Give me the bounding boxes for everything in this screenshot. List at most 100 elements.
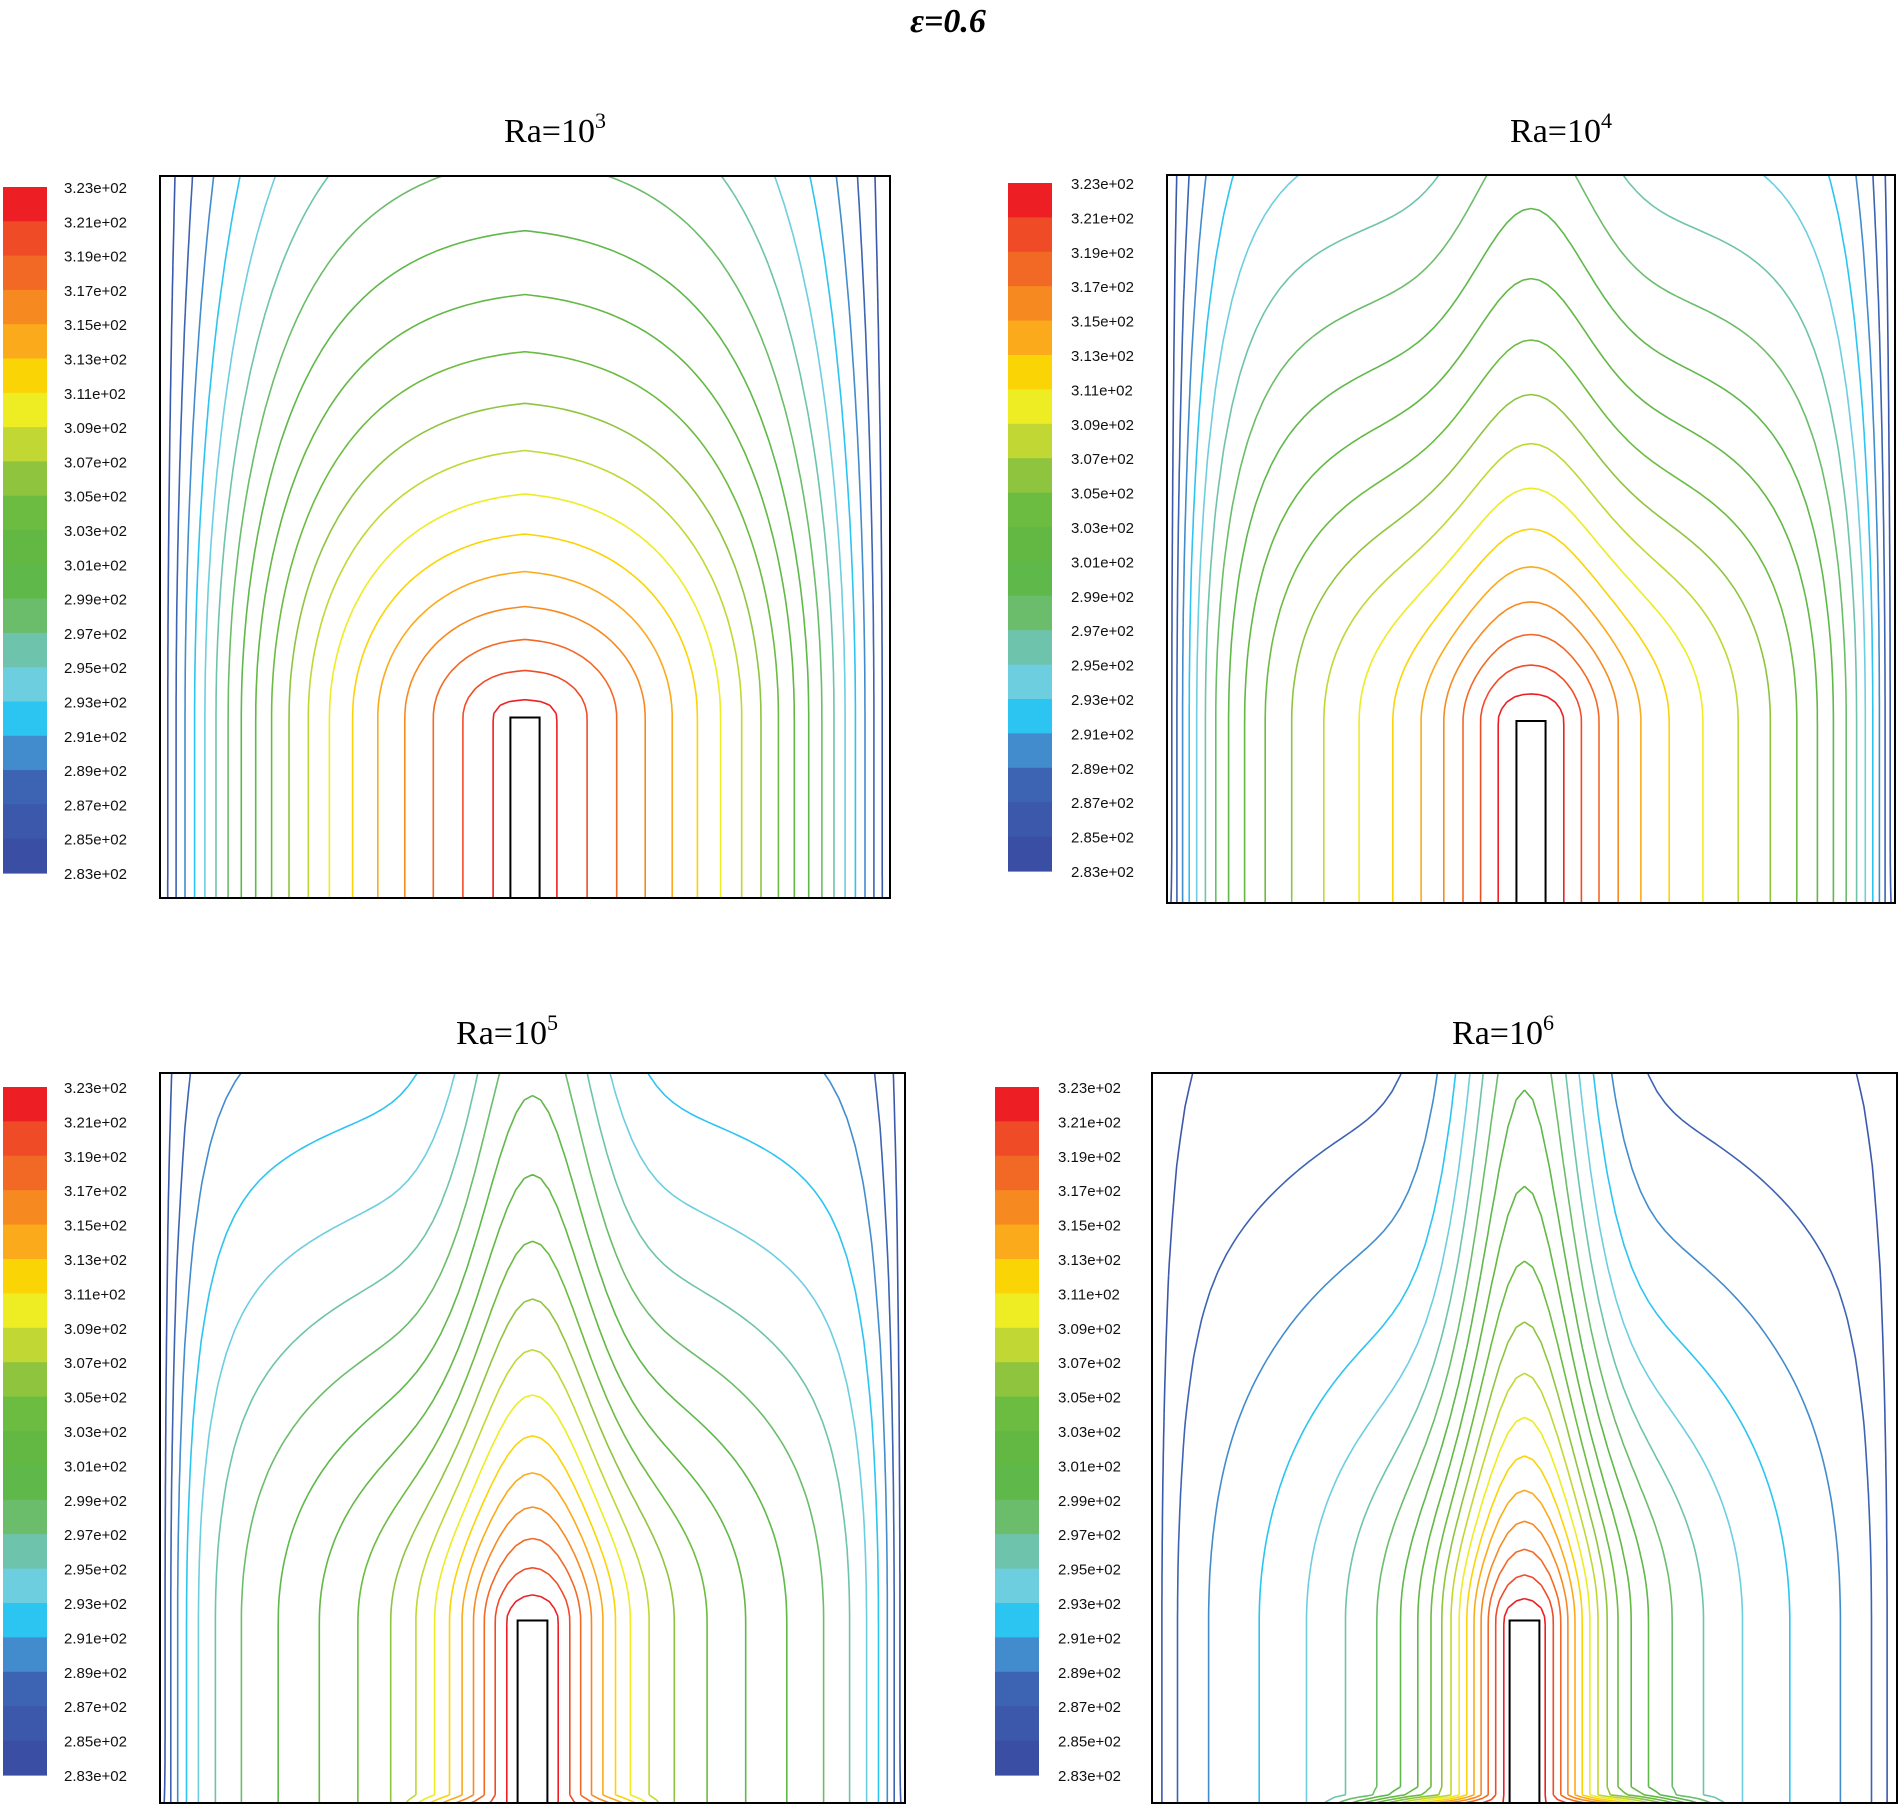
colorbar-tick-label: 2.83e+02 (64, 1768, 127, 1785)
colorbar-swatch (1008, 320, 1052, 356)
colorbar-tick-label: 3.19e+02 (64, 1149, 127, 1166)
colorbar-tick-label: 3.05e+02 (1071, 486, 1134, 503)
colorbar-tick-label: 2.87e+02 (1071, 795, 1134, 812)
colorbar-swatch (3, 667, 47, 703)
colorbar-tick-label: 3.09e+02 (64, 1321, 127, 1338)
colorbar-tick-label: 3.01e+02 (64, 557, 127, 574)
colorbar-swatch (3, 187, 47, 222)
colorbar-tick-label: 3.05e+02 (1058, 1390, 1121, 1407)
isotherm-line (1207, 1072, 1842, 1803)
isotherm-line (1479, 664, 1583, 903)
isotherm-line (270, 350, 780, 898)
isotherm-line (1227, 207, 1835, 903)
isotherm-line (277, 1094, 788, 1803)
colorbar-tick-label: 3.17e+02 (64, 283, 127, 300)
isotherm-line (184, 175, 866, 898)
colorbar-tick-label: 3.21e+02 (64, 1114, 127, 1131)
contour-plot (159, 175, 891, 899)
colorbar-swatch (3, 1740, 47, 1776)
colorbar-swatch (3, 289, 47, 325)
panel-title: Ra=105 (456, 1010, 558, 1052)
isotherm-line (462, 669, 588, 898)
colorbar-swatch (3, 461, 47, 497)
colorbar-tick-label: 2.97e+02 (1058, 1527, 1121, 1544)
colorbar-tick-label: 2.89e+02 (64, 1665, 127, 1682)
colorbar-swatch (995, 1706, 1039, 1742)
isotherm-line (1497, 693, 1565, 903)
colorbar-tick-label: 2.99e+02 (64, 592, 127, 609)
colorbar-swatch (1008, 699, 1052, 734)
panel-title-exponent: 4 (1601, 108, 1612, 133)
isotherm-line (1443, 601, 1619, 903)
colorbar-tick-label: 3.15e+02 (64, 317, 127, 334)
colorbar-swatch (3, 564, 47, 600)
colorbar-swatch (995, 1568, 1039, 1604)
colorbar-tick-label: 3.21e+02 (1071, 210, 1134, 227)
colorbar-swatch (3, 701, 47, 737)
colorbar-swatch (995, 1155, 1039, 1191)
panel-title-exponent: 3 (595, 108, 606, 133)
colorbar-swatch (3, 1534, 47, 1570)
panel-title-base: Ra=10 (456, 1015, 547, 1052)
isotherm-line (185, 1072, 880, 1803)
isotherm-line (215, 175, 835, 898)
colorbar-tick-label: 3.11e+02 (1071, 382, 1133, 399)
isotherm-line (1462, 633, 1600, 903)
isotherm-line (318, 1173, 747, 1803)
colorbar-swatch (995, 1603, 1039, 1638)
colorbar-swatch (3, 1465, 47, 1501)
colorbar-swatch (995, 1740, 1039, 1776)
colorbar-swatch (3, 1499, 47, 1535)
colorbar-swatch (3, 632, 47, 668)
colorbar-tick-label: 3.23e+02 (64, 180, 127, 197)
isotherm-line (1204, 174, 1858, 903)
colorbar-swatch (995, 1293, 1039, 1329)
colorbar-swatch (3, 1362, 47, 1398)
colorbar-swatch (995, 1534, 1039, 1570)
colorbar-swatch (995, 1121, 1039, 1157)
colorbar-tick-label: 3.23e+02 (1058, 1080, 1121, 1097)
colorbar-swatch (3, 735, 47, 771)
colorbar-swatch (3, 1155, 47, 1191)
panel-title-exponent: 6 (1543, 1010, 1554, 1035)
panel-ra-1e4: Ra=104 3.23e+023.21e+023.19e+023.17e+023… (1008, 108, 1896, 904)
isotherm-line (351, 533, 699, 898)
colorbar-tick-label: 3.13e+02 (1071, 348, 1134, 365)
isotherm-line (166, 175, 884, 898)
isotherm-line (357, 1240, 708, 1803)
colorbar-swatch (995, 1259, 1039, 1294)
isotherm-line (1215, 174, 1847, 903)
colorbar-tick-label: 2.85e+02 (1058, 1734, 1121, 1751)
colorbar-swatch (3, 324, 47, 360)
isotherm-line (176, 1072, 889, 1803)
colorbar-tick-label: 3.07e+02 (1058, 1355, 1121, 1372)
colorbar-tick-label: 2.95e+02 (1071, 658, 1134, 675)
isotherm-line (1290, 393, 1772, 903)
colorbar-swatch (3, 1224, 47, 1260)
colorbar-tick-label: 3.15e+02 (1071, 314, 1134, 331)
colorbar-tick-label: 3.11e+02 (64, 1286, 126, 1303)
colorbar-tick-label: 2.97e+02 (1071, 623, 1134, 640)
isotherm-line (1170, 174, 1892, 904)
colorbar-swatch (995, 1190, 1039, 1226)
colorbar-swatch (3, 255, 47, 291)
isotherm-line (389, 1298, 676, 1803)
colorbar-tick-label: 2.89e+02 (1071, 761, 1134, 778)
colorbar-tick-label: 2.95e+02 (64, 1562, 127, 1579)
colorbar-tick-label: 2.83e+02 (1071, 864, 1134, 881)
colorbar-swatch (995, 1087, 1039, 1122)
isotherm-line (1392, 528, 1670, 903)
contour-plot (159, 1072, 906, 1804)
colorbar-tick-label: 3.09e+02 (64, 420, 127, 437)
contour-plot (1166, 174, 1896, 904)
colorbar-tick-label: 3.03e+02 (1071, 520, 1134, 537)
colorbar-swatch (3, 495, 47, 531)
isotherm-line (377, 570, 673, 898)
colorbar-swatch (3, 1706, 47, 1742)
isotherm-line (1188, 174, 1874, 903)
isotherm-line (163, 1072, 902, 1804)
colorbar-tick-label: 3.01e+02 (1058, 1458, 1121, 1475)
colorbar-swatch (3, 598, 47, 634)
heater-block (516, 1619, 549, 1804)
